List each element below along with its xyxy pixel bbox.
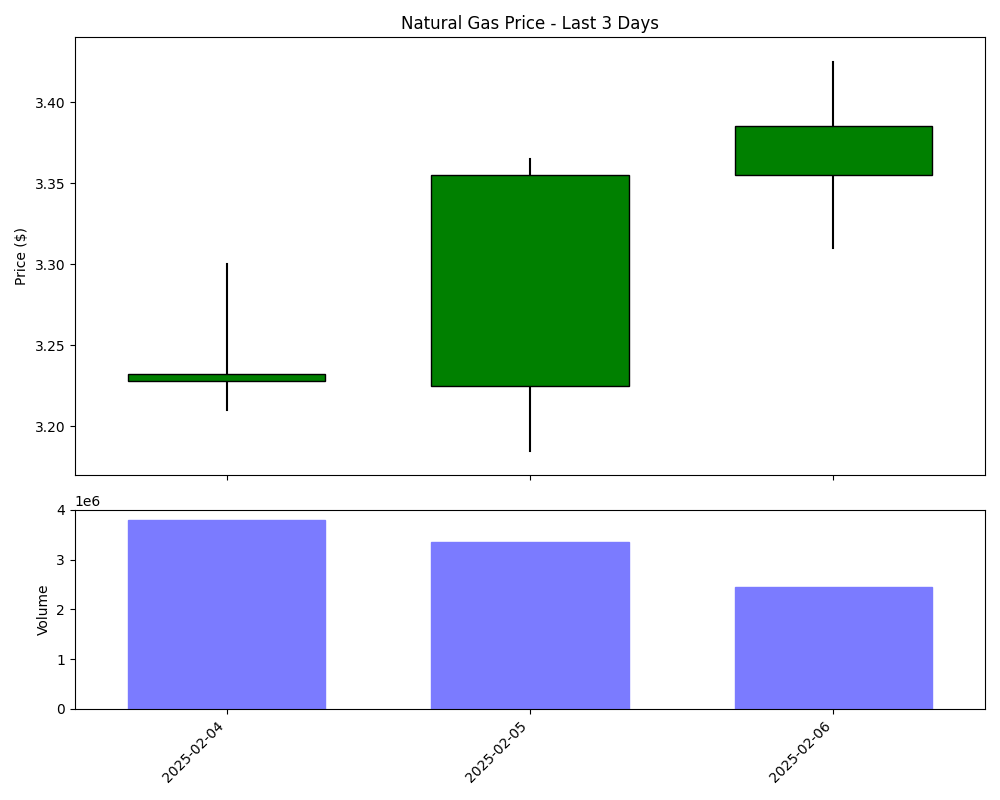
Bar bbox=[128, 520, 325, 709]
Bar bbox=[128, 374, 325, 381]
Title: Natural Gas Price - Last 3 Days: Natural Gas Price - Last 3 Days bbox=[401, 15, 659, 33]
Bar bbox=[431, 542, 629, 709]
Bar bbox=[431, 175, 629, 386]
Y-axis label: Price ($): Price ($) bbox=[15, 227, 29, 285]
Bar bbox=[735, 587, 932, 709]
Y-axis label: Volume: Volume bbox=[37, 584, 51, 635]
Bar bbox=[735, 126, 932, 175]
